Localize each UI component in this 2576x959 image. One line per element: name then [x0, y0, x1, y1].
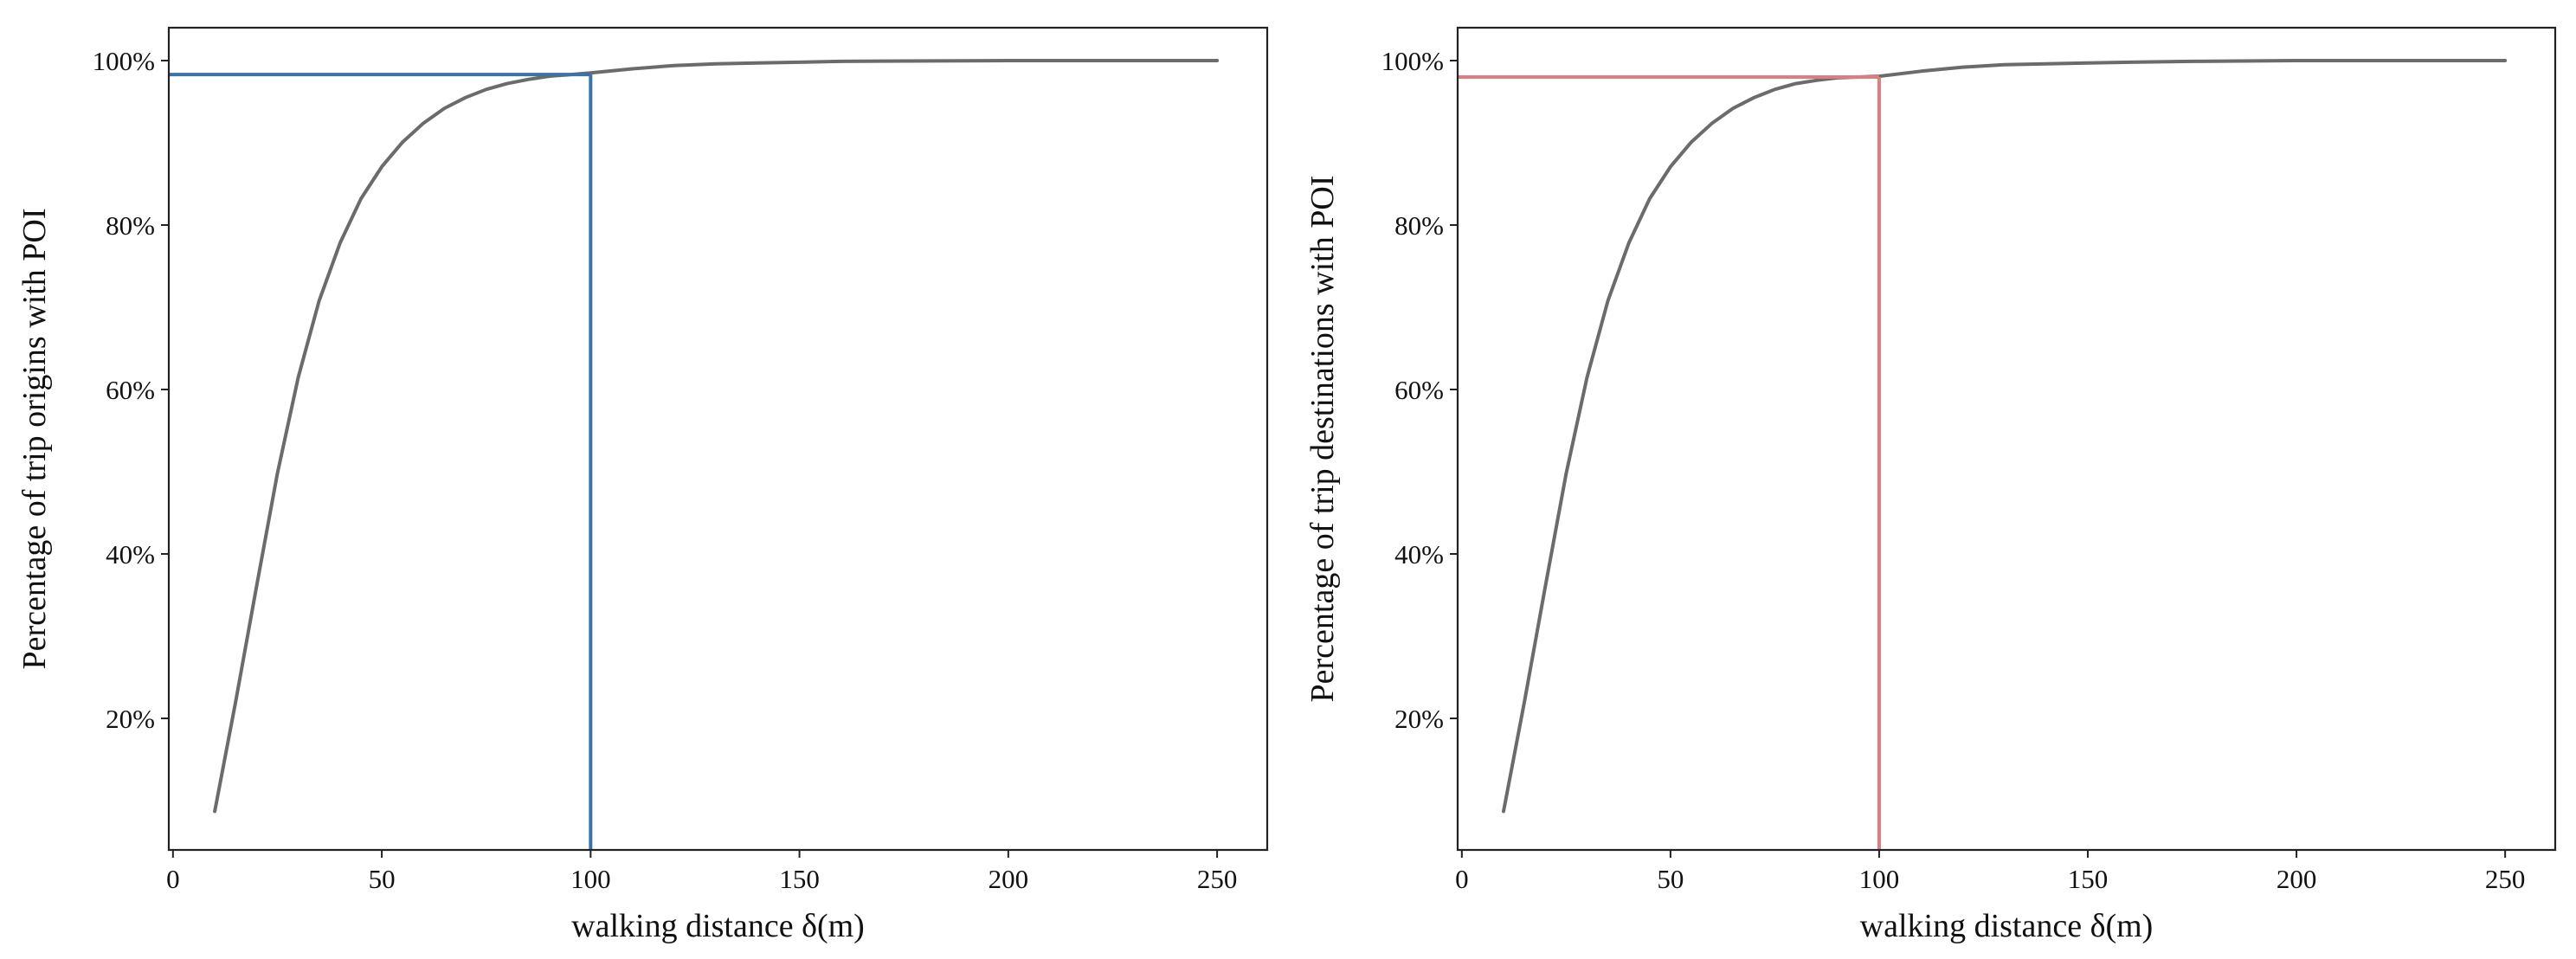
x-tick-label: 200 [989, 864, 1029, 894]
x-tick-label: 150 [779, 864, 820, 894]
y-tick-label: 60% [106, 375, 155, 405]
y-tick-label: 60% [1394, 375, 1444, 405]
x-tick-label: 100 [570, 864, 611, 894]
y-tick-label: 80% [1394, 210, 1444, 241]
y-tick-label: 20% [106, 704, 155, 734]
x-tick-label: 0 [1455, 864, 1469, 894]
x-tick-label: 0 [166, 864, 180, 894]
y-tick-label: 40% [1394, 539, 1444, 570]
x-tick-label: 50 [369, 864, 396, 894]
y-axis-label: Percentage of trip origins with POI [16, 209, 53, 670]
origins-chart: 0 50 100 150 200 250 20% 40% 60% 80% 100% walking d… [16, 26, 1269, 944]
x-tick-label: 250 [1197, 864, 1238, 894]
series-line-0 [213, 59, 1220, 814]
y-tick-label: 100% [93, 46, 155, 76]
destinations-chart: 0 50 100 150 200 250 20% 40% 60% 80% 100% walking d… [1304, 26, 2557, 944]
x-tick-label: 250 [2485, 864, 2526, 894]
x-tick-label: 100 [1859, 864, 1900, 894]
plot-frame [1456, 26, 2557, 852]
x-axis-label: walking distance δ(m) [571, 908, 865, 944]
x-tick-label: 50 [1657, 864, 1684, 894]
y-tick-label: 40% [106, 539, 155, 570]
x-tick-label: 200 [2277, 864, 2317, 894]
x-axis-label: walking distance δ(m) [1860, 908, 2154, 944]
x-tick-label: 150 [2068, 864, 2109, 894]
y-tick-label: 100% [1381, 46, 1444, 76]
series-line-0 [1502, 59, 2508, 814]
y-tick-label: 20% [1394, 704, 1444, 734]
y-tick-label: 80% [106, 210, 155, 241]
y-axis-label: Percentage of trip destinations with POI [1304, 176, 1341, 703]
plot-frame [167, 26, 1269, 852]
